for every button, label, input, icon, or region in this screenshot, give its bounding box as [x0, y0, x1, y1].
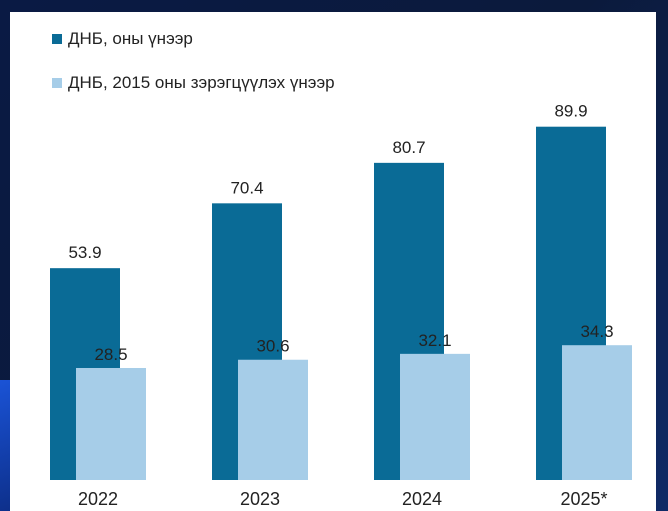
legend-swatch-nominal — [52, 34, 62, 44]
x-tick-label-2025: 2025* — [560, 489, 607, 509]
data-label-nominal-2022: 53.9 — [68, 243, 101, 262]
data-label-real-2023: 30.6 — [256, 337, 289, 356]
data-label-nominal-2023: 70.4 — [230, 178, 263, 197]
data-label-nominal-2025: 89.9 — [554, 102, 587, 121]
legend-swatch-real — [52, 78, 62, 88]
legend-item-real: ДНБ, 2015 оны зэрэгцүүлэх үнээр — [52, 72, 335, 94]
data-label-nominal-2024: 80.7 — [392, 138, 425, 157]
x-tick-label-2022: 2022 — [78, 489, 118, 509]
data-label-real-2025: 34.3 — [580, 322, 613, 341]
legend-label-real: ДНБ, 2015 оны зэрэгцүүлэх үнээр — [68, 73, 335, 92]
bar-real-2025 — [562, 345, 632, 480]
chart-legend: ДНБ, оны үнээр ДНБ, 2015 оны зэрэгцүүлэх… — [52, 28, 335, 116]
x-tick-label-2023: 2023 — [240, 489, 280, 509]
data-label-real-2024: 32.1 — [418, 331, 451, 350]
bar-real-2024 — [400, 353, 470, 480]
bar-real-2023 — [238, 359, 308, 480]
legend-label-nominal: ДНБ, оны үнээр — [68, 29, 193, 48]
data-label-real-2022: 28.5 — [94, 345, 127, 364]
legend-item-nominal: ДНБ, оны үнээр — [52, 28, 335, 50]
bar-real-2022 — [76, 367, 146, 480]
x-tick-label-2024: 2024 — [402, 489, 442, 509]
